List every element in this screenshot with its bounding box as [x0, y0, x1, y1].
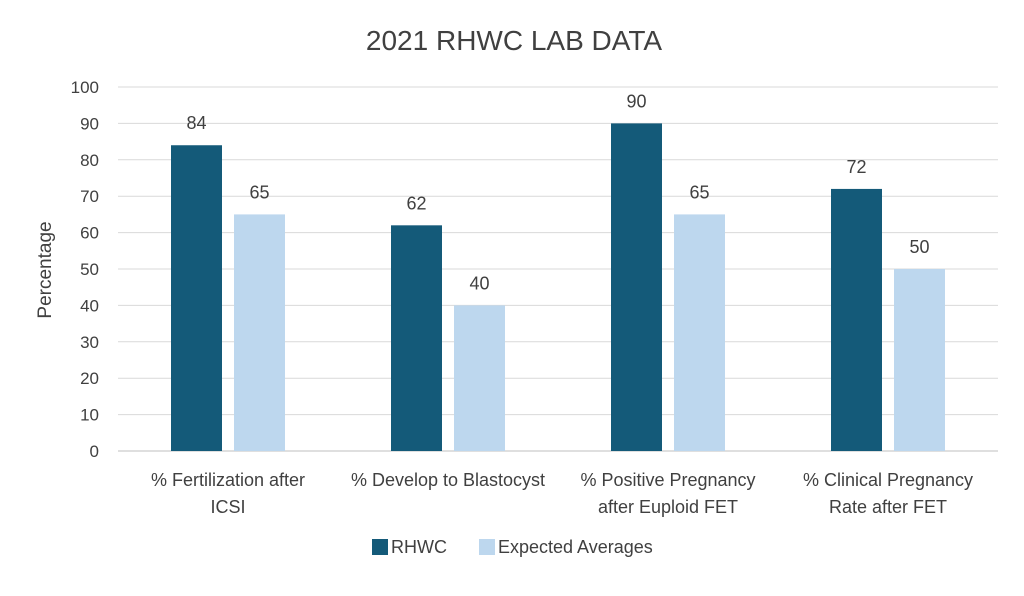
chart-title: 2021 RHWC LAB DATA — [366, 25, 662, 56]
x-tick-label: ICSI — [210, 497, 245, 517]
bar-rhwc — [831, 188, 882, 452]
y-tick-label: 20 — [80, 369, 99, 388]
x-tick-label: % Fertilization after — [151, 470, 305, 490]
y-tick-label: 10 — [80, 406, 99, 425]
data-label: 72 — [846, 157, 866, 177]
legend-swatch — [372, 539, 388, 555]
y-tick-label: 60 — [80, 224, 99, 243]
x-tick-label: after Euploid FET — [598, 497, 738, 517]
x-tick-label: % Develop to Blastocyst — [351, 470, 545, 490]
y-tick-label: 70 — [80, 187, 99, 206]
y-axis-ticks: 0 10 20 30 40 50 60 70 80 90 100 — [71, 78, 99, 461]
legend-label: Expected Averages — [498, 537, 653, 557]
y-axis-label: Percentage — [35, 221, 56, 318]
data-label: 50 — [909, 237, 929, 257]
bar-rhwc — [171, 145, 222, 452]
y-tick-label: 50 — [80, 260, 99, 279]
data-label: 62 — [406, 193, 426, 213]
bar-expected-averages — [674, 214, 725, 451]
bar-expected-averages — [234, 214, 285, 451]
y-tick-label: 100 — [71, 78, 99, 97]
x-tick-label: % Clinical Pregnancy — [803, 470, 973, 490]
data-label: 65 — [249, 182, 269, 202]
bar-rhwc — [391, 225, 442, 451]
bars: 84 65 62 40 90 65 72 50 — [171, 91, 945, 452]
data-label: 90 — [626, 91, 646, 111]
data-label: 84 — [186, 113, 206, 133]
data-label: 40 — [469, 273, 489, 293]
legend-swatch — [479, 539, 495, 555]
x-axis-ticks: % Fertilization after ICSI % Develop to Bl… — [151, 470, 973, 517]
y-tick-label: 80 — [80, 151, 99, 170]
x-tick-label: % Positive Pregnancy — [580, 470, 755, 490]
y-tick-label: 90 — [80, 114, 99, 133]
y-tick-label: 40 — [80, 296, 99, 315]
x-tick-label: Rate after FET — [829, 497, 947, 517]
bar-expected-averages — [454, 305, 505, 451]
legend: RHWC Expected Averages — [372, 537, 653, 557]
y-tick-label: 0 — [90, 442, 99, 461]
y-tick-label: 30 — [80, 333, 99, 352]
bar-rhwc — [611, 123, 662, 452]
bar-expected-averages — [894, 269, 945, 451]
data-label: 65 — [689, 182, 709, 202]
legend-label: RHWC — [391, 537, 447, 557]
